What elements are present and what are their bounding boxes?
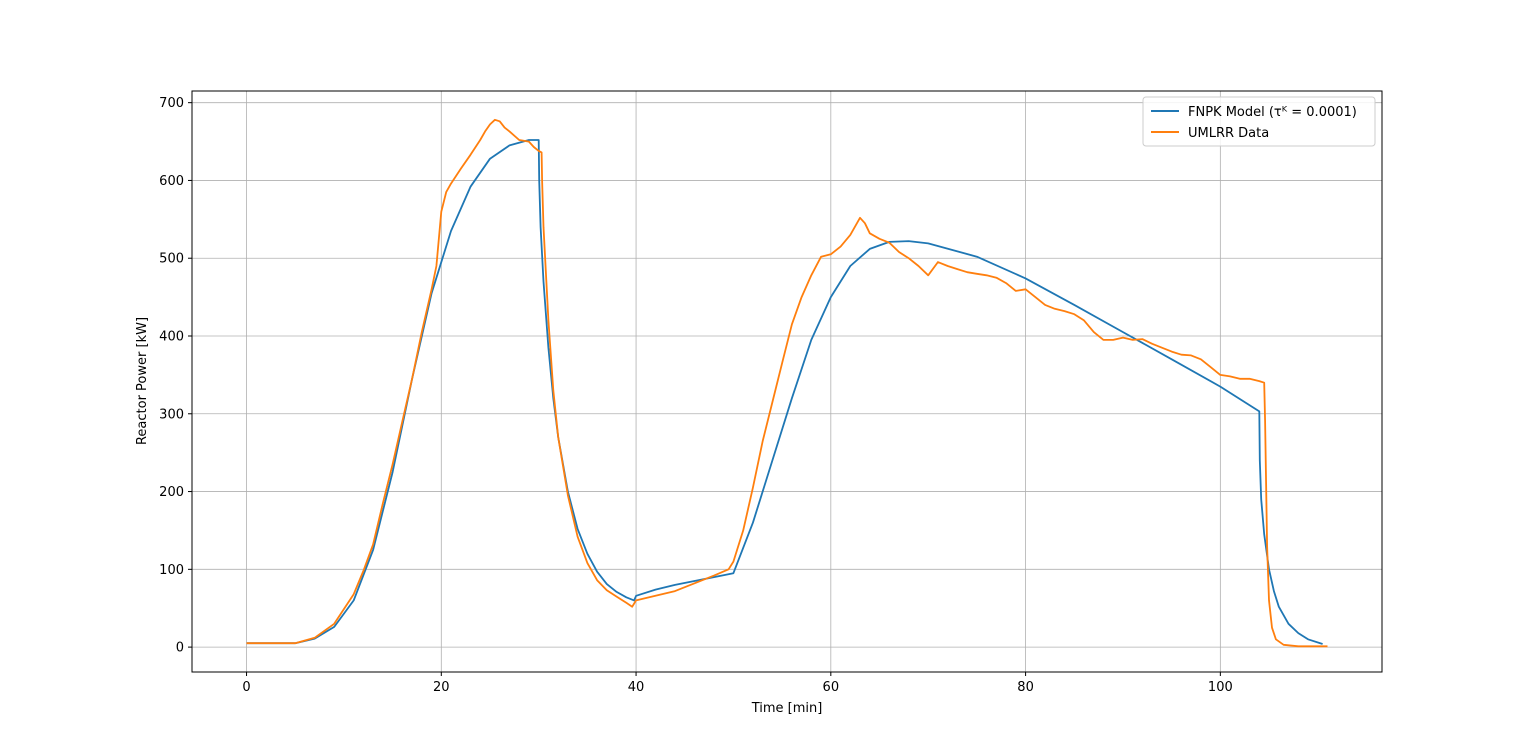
x-tick-label: 60: [823, 680, 840, 695]
y-tick-label: 400: [159, 330, 184, 345]
legend-label-fnpk: FNPK Model (τᴷ = 0.0001): [1188, 105, 1357, 120]
y-tick-label: 100: [159, 563, 184, 578]
y-tick-label: 600: [159, 174, 184, 189]
y-tick-label: 500: [159, 252, 184, 267]
x-tick-label: 20: [433, 680, 450, 695]
legend-label-umlrr: UMLRR Data: [1188, 126, 1269, 141]
series-line-fnpk-model: [246, 139, 1323, 645]
y-axis-label: Reactor Power [kW]: [135, 317, 150, 445]
x-tick-label: 40: [628, 680, 645, 695]
y-tick-label: 700: [159, 96, 184, 111]
series-lines: [246, 118, 1328, 648]
y-tick-label: 300: [159, 407, 184, 422]
y-tick-label: 200: [159, 485, 184, 500]
x-tick-label: 80: [1017, 680, 1034, 695]
series-line-umlrr-data: [246, 118, 1328, 648]
legend: FNPK Model (τᴷ = 0.0001) UMLRR Data: [1142, 96, 1376, 147]
axis-ticks: 0 20 40 60 80 100 0 100 200 300 400 500 600 700: [159, 96, 1233, 695]
y-tick-label: 0: [176, 641, 184, 656]
x-tick-label: 0: [242, 680, 250, 695]
plot-frame: [191, 90, 1383, 673]
legend-box: [1142, 96, 1376, 147]
plot-background: [192, 91, 1382, 672]
x-tick-label: 100: [1208, 680, 1233, 695]
x-axis-label: Time [min]: [751, 701, 823, 716]
